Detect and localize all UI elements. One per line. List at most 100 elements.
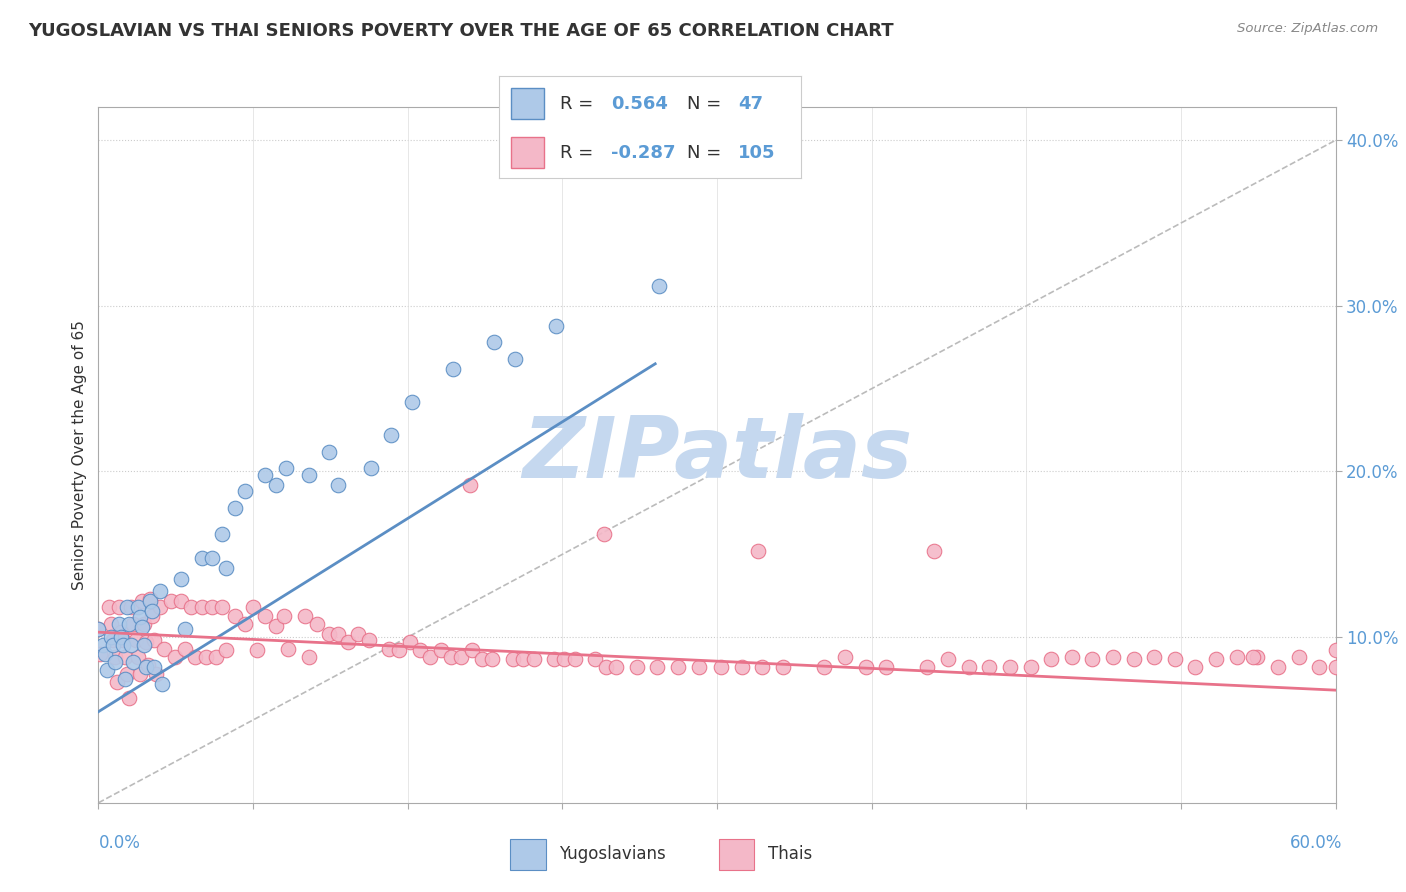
Point	[441, 361, 464, 376]
Point	[215, 643, 238, 657]
Text: 60.0%: 60.0%	[1291, 834, 1343, 852]
Point	[233, 616, 256, 631]
Point	[117, 666, 139, 681]
Point	[101, 639, 124, 653]
Point	[87, 622, 110, 636]
Point	[118, 616, 141, 631]
Point	[101, 633, 124, 648]
Point	[1164, 651, 1187, 665]
Point	[564, 651, 586, 665]
Point	[264, 477, 287, 491]
Point	[1081, 651, 1104, 665]
Point	[224, 608, 246, 623]
Point	[93, 647, 115, 661]
Point	[264, 618, 287, 632]
Point	[605, 660, 627, 674]
Point	[150, 676, 173, 690]
Point	[180, 600, 202, 615]
FancyBboxPatch shape	[718, 838, 754, 871]
Point	[747, 544, 769, 558]
Point	[149, 583, 172, 598]
Point	[1267, 660, 1289, 674]
Point	[298, 650, 321, 665]
Point	[388, 643, 411, 657]
Point	[813, 660, 835, 674]
Point	[120, 600, 142, 615]
Point	[139, 592, 162, 607]
Point	[688, 660, 710, 674]
Point	[128, 610, 150, 624]
Point	[834, 650, 856, 665]
Point	[440, 650, 463, 665]
Point	[522, 651, 544, 665]
Text: YUGOSLAVIAN VS THAI SENIORS POVERTY OVER THE AGE OF 65 CORRELATION CHART: YUGOSLAVIAN VS THAI SENIORS POVERTY OVER…	[28, 22, 894, 40]
Point	[398, 635, 420, 649]
Point	[305, 616, 328, 631]
Point	[336, 635, 359, 649]
Point	[91, 639, 114, 653]
Point	[194, 650, 217, 665]
Point	[326, 627, 349, 641]
Point	[128, 666, 150, 681]
Point	[326, 477, 349, 491]
Point	[170, 593, 193, 607]
Point	[1143, 650, 1166, 665]
Point	[100, 616, 122, 631]
Point	[401, 395, 423, 409]
Point	[592, 527, 614, 541]
Point	[957, 660, 980, 674]
Point	[127, 650, 149, 665]
Point	[110, 630, 132, 644]
Point	[110, 625, 132, 640]
Point	[429, 643, 451, 657]
Point	[96, 663, 118, 677]
Point	[481, 651, 503, 665]
Point	[419, 650, 441, 665]
Point	[471, 651, 494, 665]
Point	[546, 318, 568, 333]
Point	[174, 622, 197, 636]
FancyBboxPatch shape	[512, 137, 544, 168]
Point	[512, 651, 534, 665]
Point	[1060, 650, 1083, 665]
Point	[378, 641, 401, 656]
Point	[318, 627, 340, 641]
Point	[1122, 651, 1144, 665]
Point	[120, 639, 142, 653]
Text: Source: ZipAtlas.com: Source: ZipAtlas.com	[1237, 22, 1378, 36]
Point	[122, 655, 145, 669]
Point	[855, 660, 877, 674]
Point	[136, 658, 159, 673]
Point	[273, 608, 295, 623]
Point	[380, 428, 402, 442]
Point	[1205, 651, 1227, 665]
Text: 47: 47	[738, 95, 763, 112]
Point	[595, 660, 617, 674]
Point	[114, 672, 136, 686]
Point	[583, 651, 606, 665]
Point	[170, 572, 193, 586]
Point	[254, 608, 277, 623]
Point	[143, 660, 166, 674]
Point	[105, 674, 128, 689]
Point	[104, 650, 127, 665]
Point	[360, 461, 382, 475]
Point	[131, 620, 153, 634]
Point	[1246, 650, 1268, 665]
Point	[1324, 643, 1347, 657]
Point	[118, 691, 141, 706]
Point	[174, 641, 197, 656]
Point	[1184, 660, 1206, 674]
Point	[458, 477, 481, 491]
Point	[1040, 651, 1063, 665]
Point	[108, 616, 131, 631]
Point	[875, 660, 897, 674]
Point	[274, 461, 297, 475]
Point	[922, 544, 945, 558]
Point	[731, 660, 754, 674]
FancyBboxPatch shape	[510, 838, 546, 871]
Point	[224, 500, 246, 515]
Point	[936, 651, 959, 665]
Text: 105: 105	[738, 144, 776, 161]
Point	[979, 660, 1001, 674]
